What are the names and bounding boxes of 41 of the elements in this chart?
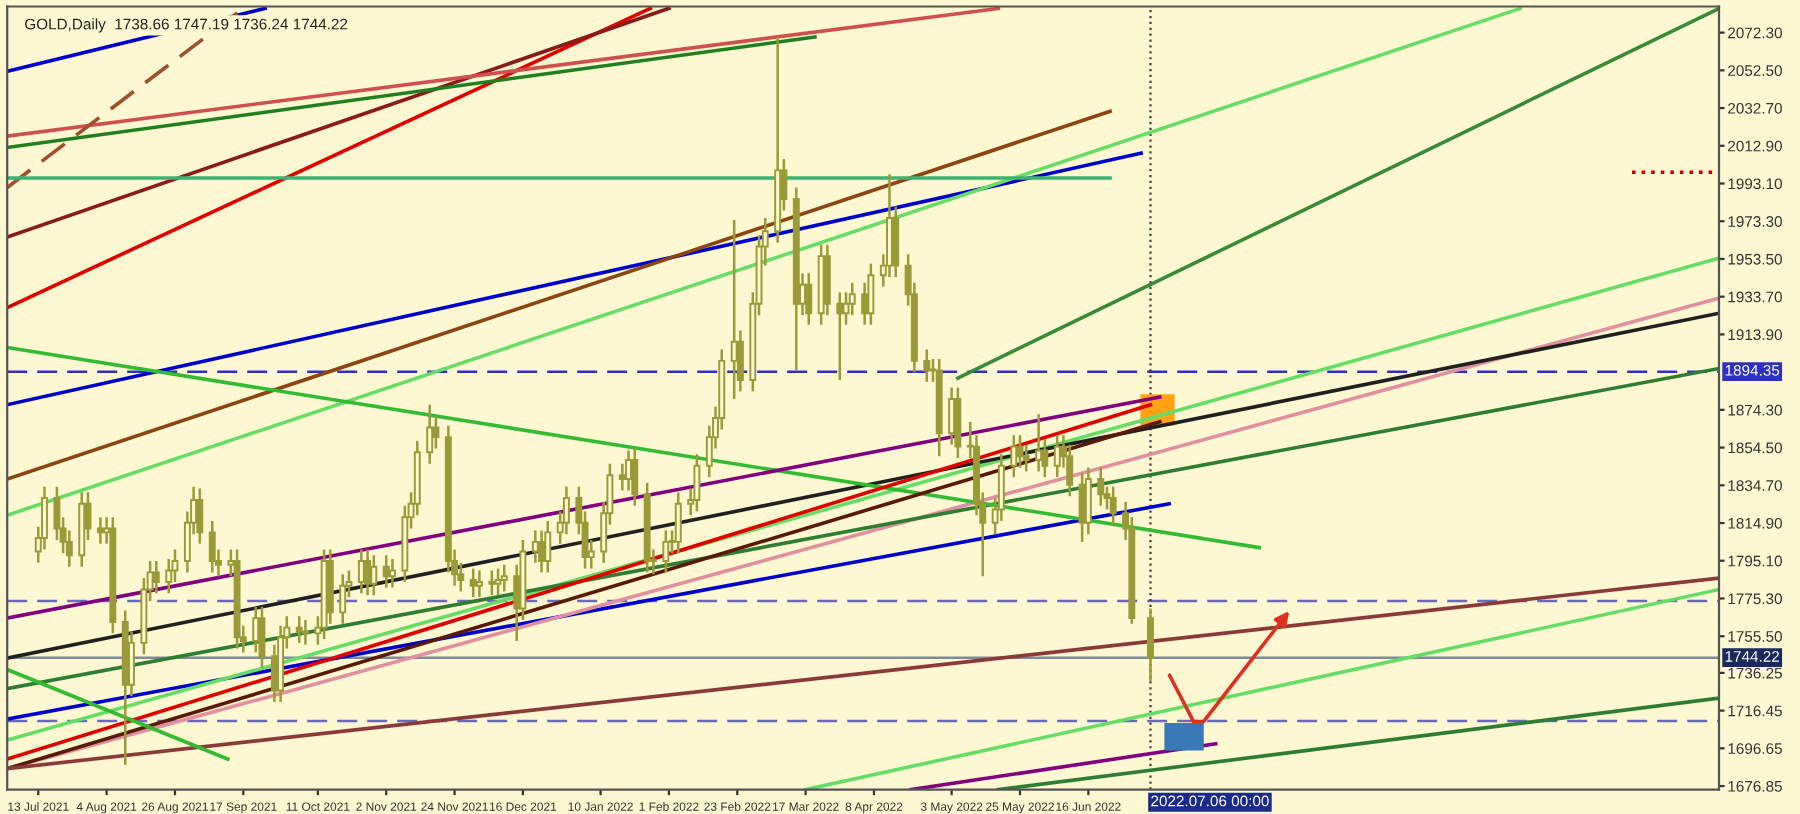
candlestick (339, 573, 347, 626)
candlestick (662, 529, 670, 574)
candlestick (848, 281, 856, 317)
candlestick (208, 519, 216, 574)
candlestick (152, 559, 160, 595)
candlestick (426, 403, 434, 466)
candlestick (823, 243, 831, 317)
candlestick (805, 272, 813, 326)
candlestick (494, 567, 502, 597)
candlestick (488, 569, 496, 597)
candlestick (165, 557, 173, 595)
candlestick (1066, 443, 1074, 498)
candlestick (1053, 433, 1061, 479)
candlestick (1010, 433, 1018, 479)
candlestick (1109, 485, 1117, 526)
candlestick (867, 262, 875, 326)
candlestick (544, 519, 552, 574)
candlestick (562, 485, 570, 536)
candlestick (258, 605, 266, 669)
candlestick (1097, 466, 1105, 507)
candlestick (432, 414, 440, 450)
candlestick (382, 553, 390, 589)
candlestick (954, 386, 962, 460)
candlestick (1084, 466, 1092, 536)
candlestick (631, 447, 639, 507)
candlestick (1147, 607, 1154, 683)
candlestick (469, 567, 477, 599)
candlestick (388, 557, 396, 589)
candlestick (1022, 443, 1030, 473)
candlestick (1035, 412, 1043, 473)
candlestick (196, 487, 204, 546)
candlestick (693, 453, 701, 513)
candlestick (500, 563, 508, 593)
candlestick (836, 291, 844, 382)
candlestick (674, 491, 682, 555)
candlestick (295, 614, 303, 645)
candlestick (475, 569, 483, 599)
candlestick (370, 553, 378, 597)
candlestick (301, 618, 309, 647)
candlestick (364, 548, 372, 597)
candlestick (923, 348, 931, 384)
